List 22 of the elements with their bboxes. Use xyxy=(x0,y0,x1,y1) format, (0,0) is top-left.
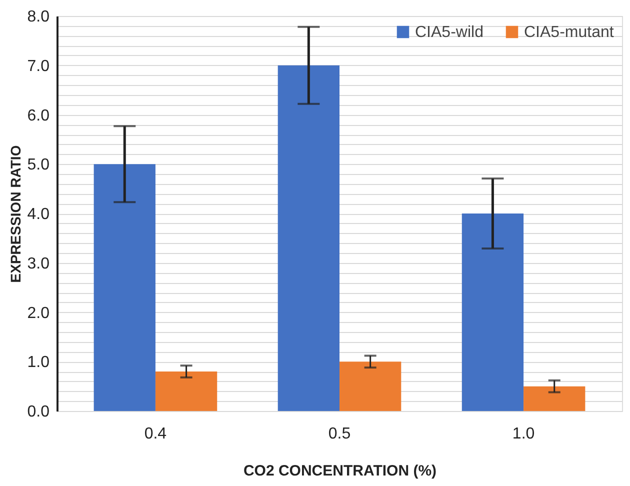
x-tick-label: 0.4 xyxy=(144,426,167,442)
y-tick-label: 6.0 xyxy=(27,107,50,124)
bar xyxy=(278,65,340,411)
bar xyxy=(524,386,586,411)
x-axis-title: CO2 CONCENTRATION (%) xyxy=(243,462,437,480)
y-tick-label: 1.0 xyxy=(27,354,50,372)
y-tick-label: 2.0 xyxy=(27,304,50,322)
y-axis-title: EXPRESSION RATIO xyxy=(7,145,24,283)
y-tick-label: 8.0 xyxy=(27,8,50,26)
x-tick-label: 0.5 xyxy=(328,426,351,442)
y-tick-label: 7.0 xyxy=(27,58,50,75)
bar xyxy=(94,164,156,411)
bar xyxy=(340,362,402,411)
x-tick-label: 1.0 xyxy=(512,426,535,442)
legend-label: CIA5-mutant xyxy=(524,24,614,41)
y-tick-label: 0.0 xyxy=(27,404,50,420)
y-tick-label: 5.0 xyxy=(27,156,50,174)
bar xyxy=(155,372,218,411)
bar xyxy=(462,214,524,411)
y-tick-label: 4.0 xyxy=(27,206,50,223)
legend-label: CIA5-wild xyxy=(415,24,484,41)
y-tick-label: 3.0 xyxy=(27,255,50,272)
